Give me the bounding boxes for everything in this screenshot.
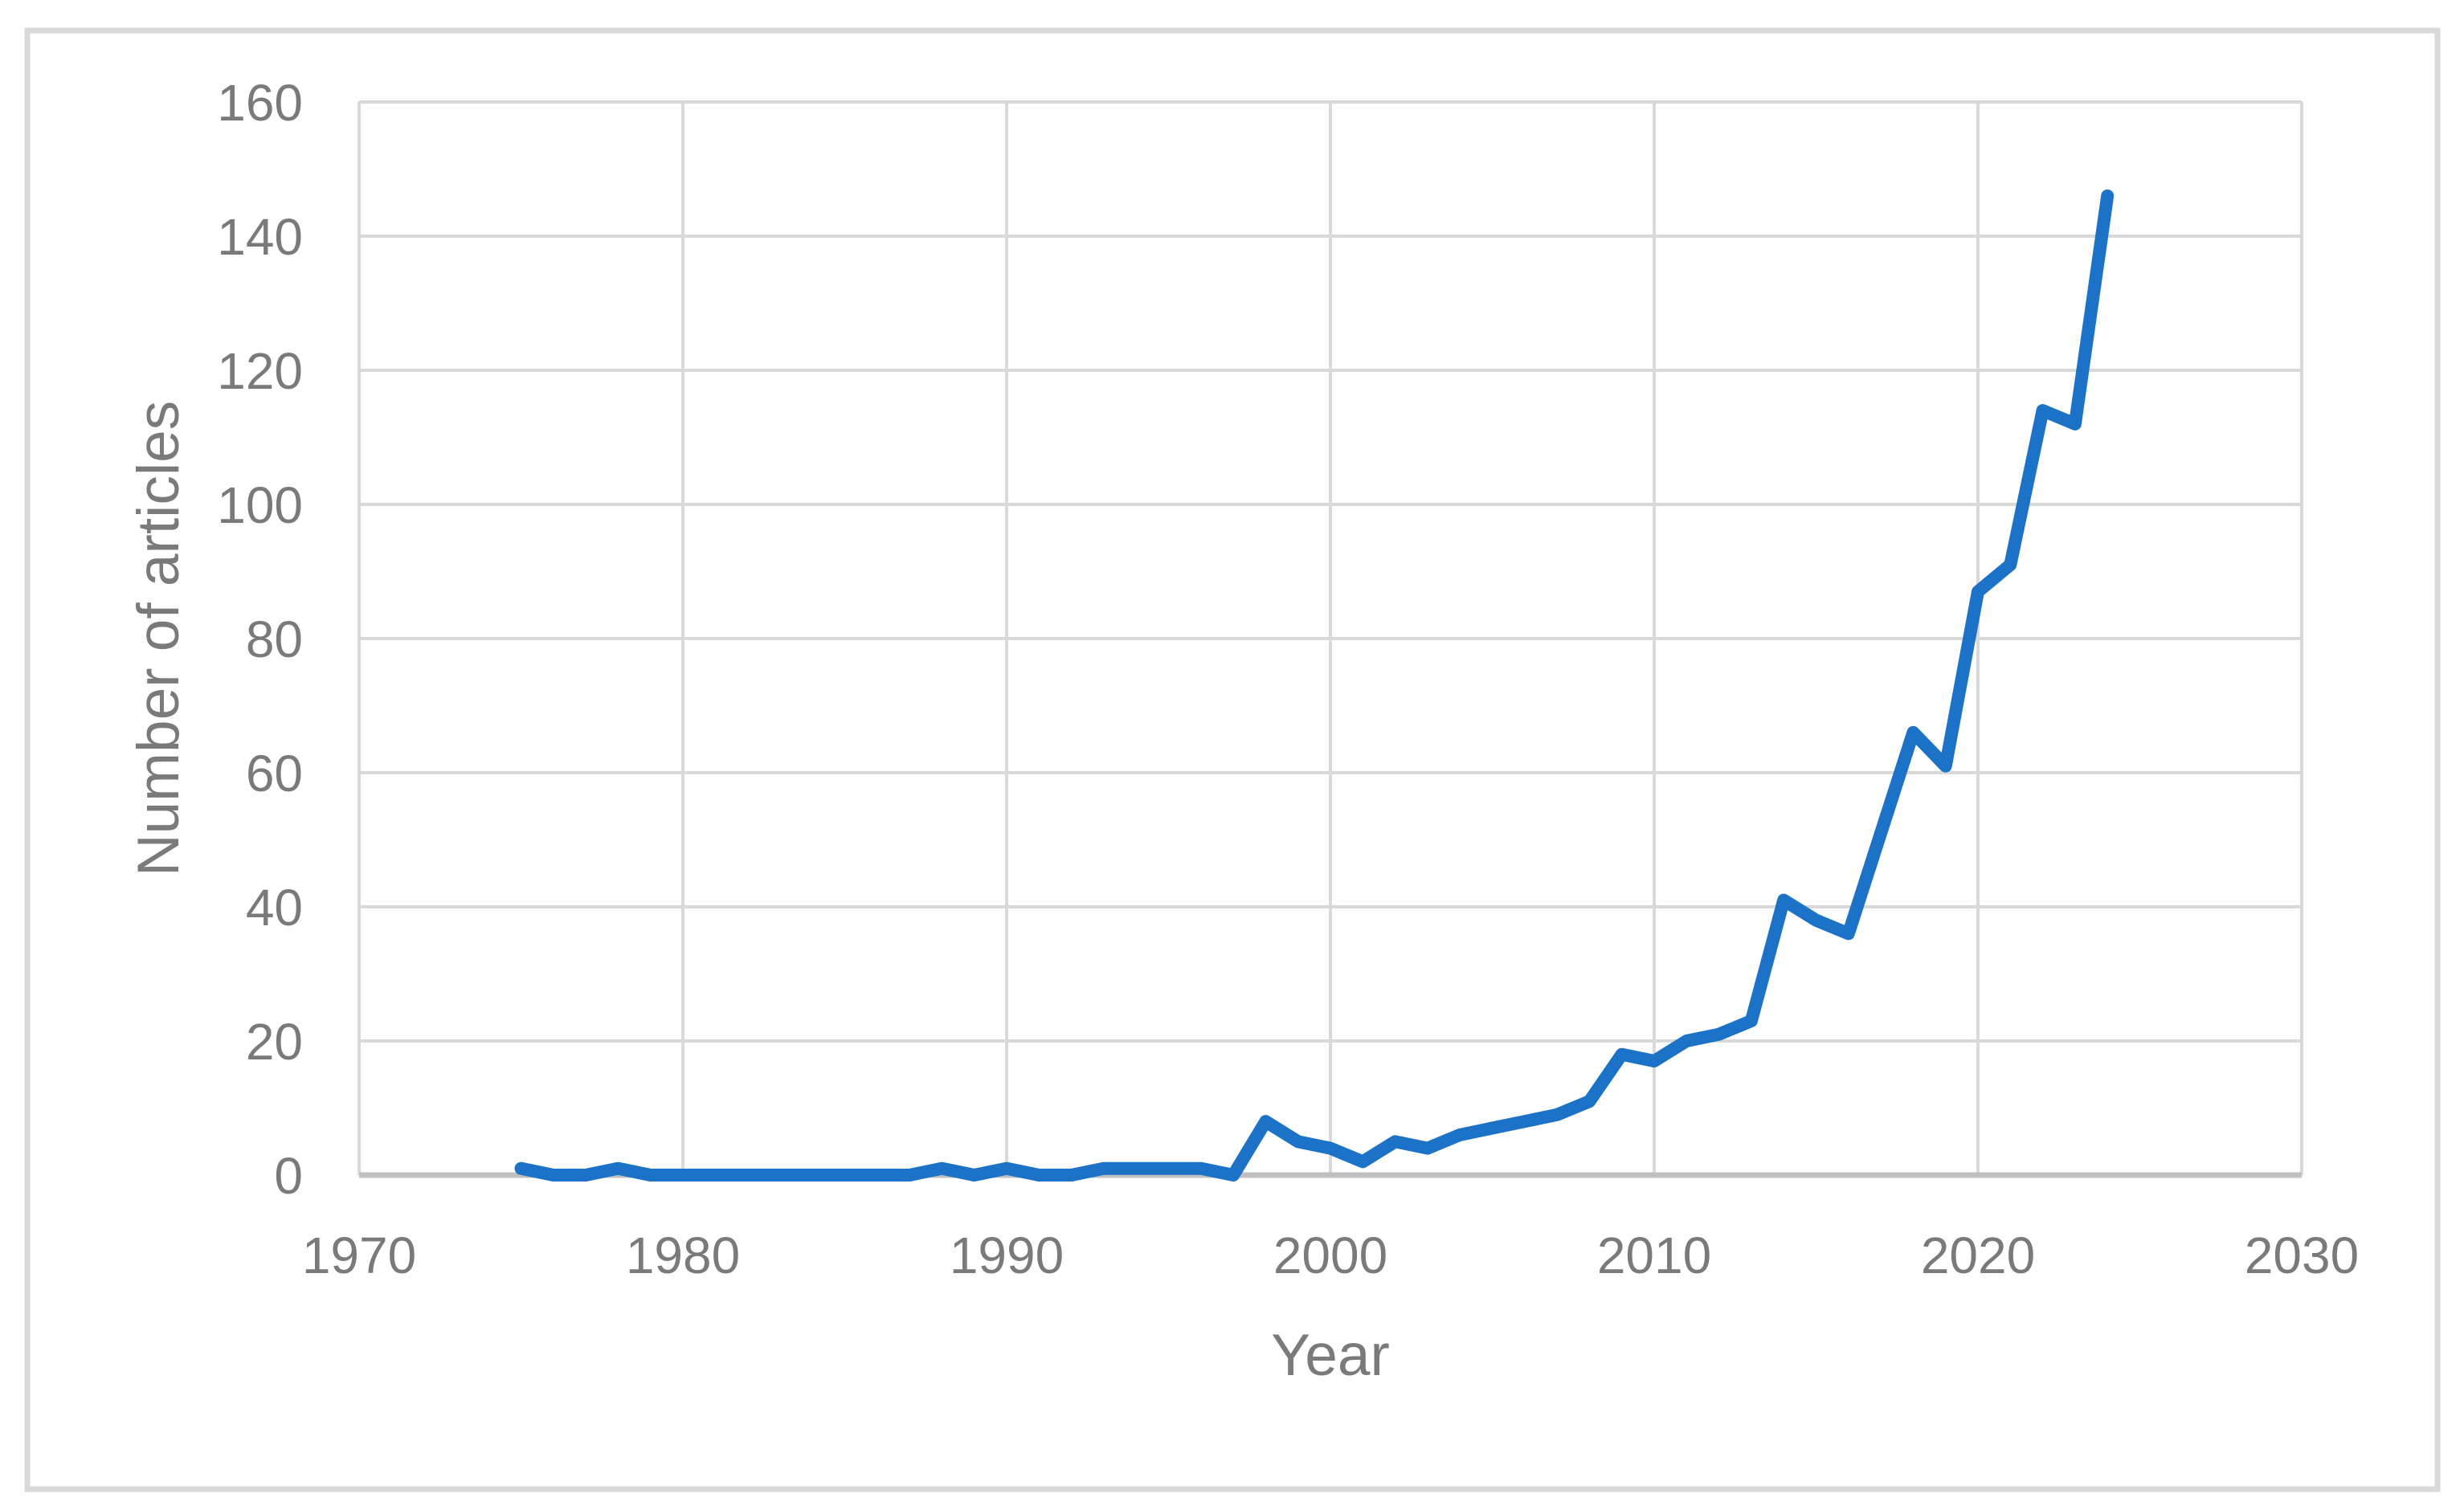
x-tick-label: 1970 xyxy=(302,1226,416,1284)
y-axis-title: Number of articles xyxy=(126,401,191,876)
x-tick-label: 2020 xyxy=(1921,1226,2035,1284)
y-tick-label: 0 xyxy=(274,1147,303,1205)
y-tick-label: 40 xyxy=(246,879,303,937)
series-line xyxy=(514,189,2115,1182)
x-axis-title: Year xyxy=(1271,1323,1390,1388)
x-tick-label: 1990 xyxy=(950,1226,1064,1284)
x-tick-label: 1980 xyxy=(626,1226,740,1284)
x-tick-label: 2010 xyxy=(1597,1226,1711,1284)
y-tick-label: 160 xyxy=(217,74,303,132)
y-tick-label: 20 xyxy=(246,1013,303,1071)
y-tick-label: 80 xyxy=(246,610,303,668)
y-axis-tick-labels: 0 20 40 60 80 100 120 140 160 xyxy=(217,74,303,1205)
y-tick-label: 120 xyxy=(217,342,303,400)
x-axis-tick-labels: 1970 1980 1990 2000 2010 2020 2030 xyxy=(302,1226,2359,1284)
y-tick-label: 60 xyxy=(246,745,303,802)
gridlines xyxy=(358,100,2303,1175)
x-tick-label: 2030 xyxy=(2245,1226,2359,1284)
chart-border xyxy=(24,27,2441,1492)
x-tick-label: 2000 xyxy=(1273,1226,1387,1284)
y-tick-label: 100 xyxy=(217,476,303,534)
y-tick-label: 140 xyxy=(217,208,303,266)
